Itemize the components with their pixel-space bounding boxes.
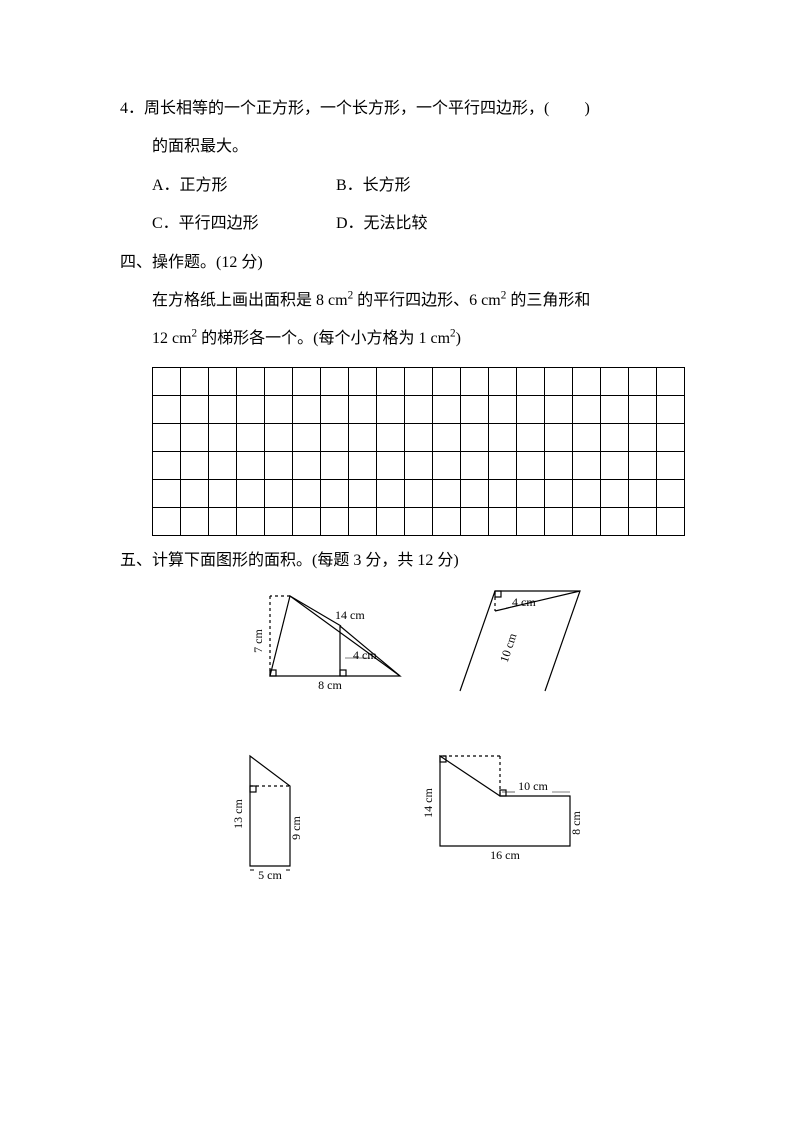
fig1-label-7cm: 7 cm xyxy=(251,629,265,653)
fig3-label-5cm: 5 cm xyxy=(258,868,282,882)
fig1-label-14cm: 14 cm xyxy=(335,608,365,622)
q4-num: 4． xyxy=(120,100,144,117)
s4-l2c: ) xyxy=(456,330,461,347)
section-4-title: 四、操作题。(12 分) xyxy=(120,244,703,282)
section-4-body: 在方格纸上画出面积是 8 cm2 的平行四边形、6 cm2 的三角形和 12 c… xyxy=(120,282,703,359)
fig1-label-8cm: 8 cm xyxy=(318,678,342,692)
fig3-label-13cm: 13 cm xyxy=(231,799,245,829)
s4-b: 的平行四边形、6 cm xyxy=(353,292,501,309)
section-5-title: 五、计算下面图形的面积。(每题 3 分，共 12 分) xyxy=(120,542,703,580)
option-a[interactable]: A．正方形 xyxy=(152,167,332,205)
option-d[interactable]: D．无法比较 xyxy=(336,205,428,243)
q4-blank xyxy=(549,90,584,128)
figure-3-trapezoid: 13 cm 9 cm 5 cm xyxy=(220,746,340,886)
fig4-label-16cm: 16 cm xyxy=(490,848,520,862)
square-grid xyxy=(152,367,685,536)
figure-4-composite: 10 cm 8 cm 14 cm 16 cm xyxy=(420,746,590,866)
fig3-label-9cm: 9 cm xyxy=(289,816,303,840)
fig2-label-10cm: 10 cm xyxy=(497,631,520,664)
figure-1-triangles: 7 cm 14 cm 4 cm 8 cm xyxy=(240,586,410,696)
grid-paper xyxy=(120,367,703,536)
q4-stem-line2: 的面积最大。 xyxy=(120,128,703,166)
fig1-label-4cm: 4 cm xyxy=(353,648,377,662)
fig4-label-8cm: 8 cm xyxy=(569,811,583,835)
q4-stem-b: ) xyxy=(585,100,590,117)
q4-stem-a: 周长相等的一个正方形，一个长方形，一个平行四边形，( xyxy=(144,100,549,117)
option-b[interactable]: B．长方形 xyxy=(336,167,411,205)
option-c[interactable]: C．平行四边形 xyxy=(152,205,332,243)
q4-options-row1: A．正方形 B．长方形 xyxy=(120,167,703,205)
s4-l2a: 12 cm xyxy=(152,330,192,347)
s4-l2b: 的梯形各一个。(每个小方格为 1 cm xyxy=(197,330,450,347)
q4-options-row2: C．平行四边形 D．无法比较 xyxy=(120,205,703,243)
fig4-label-10cm: 10 cm xyxy=(518,779,548,793)
question-4: 4．周长相等的一个正方形，一个长方形，一个平行四边形，( ) 的面积最大。 A．… xyxy=(120,90,703,244)
figure-2-parallelogram: 4 cm 10 cm xyxy=(450,586,590,706)
figure-row-2: 13 cm 9 cm 5 cm 10 cm 8 cm 14 cm 16 cm xyxy=(120,746,703,886)
figure-row-1: 7 cm 14 cm 4 cm 8 cm 4 cm 10 cm xyxy=(120,586,703,706)
fig4-label-14cm: 14 cm xyxy=(421,788,435,818)
s4-c: 的三角形和 xyxy=(506,292,590,309)
s4-a: 在方格纸上画出面积是 8 cm xyxy=(152,292,348,309)
